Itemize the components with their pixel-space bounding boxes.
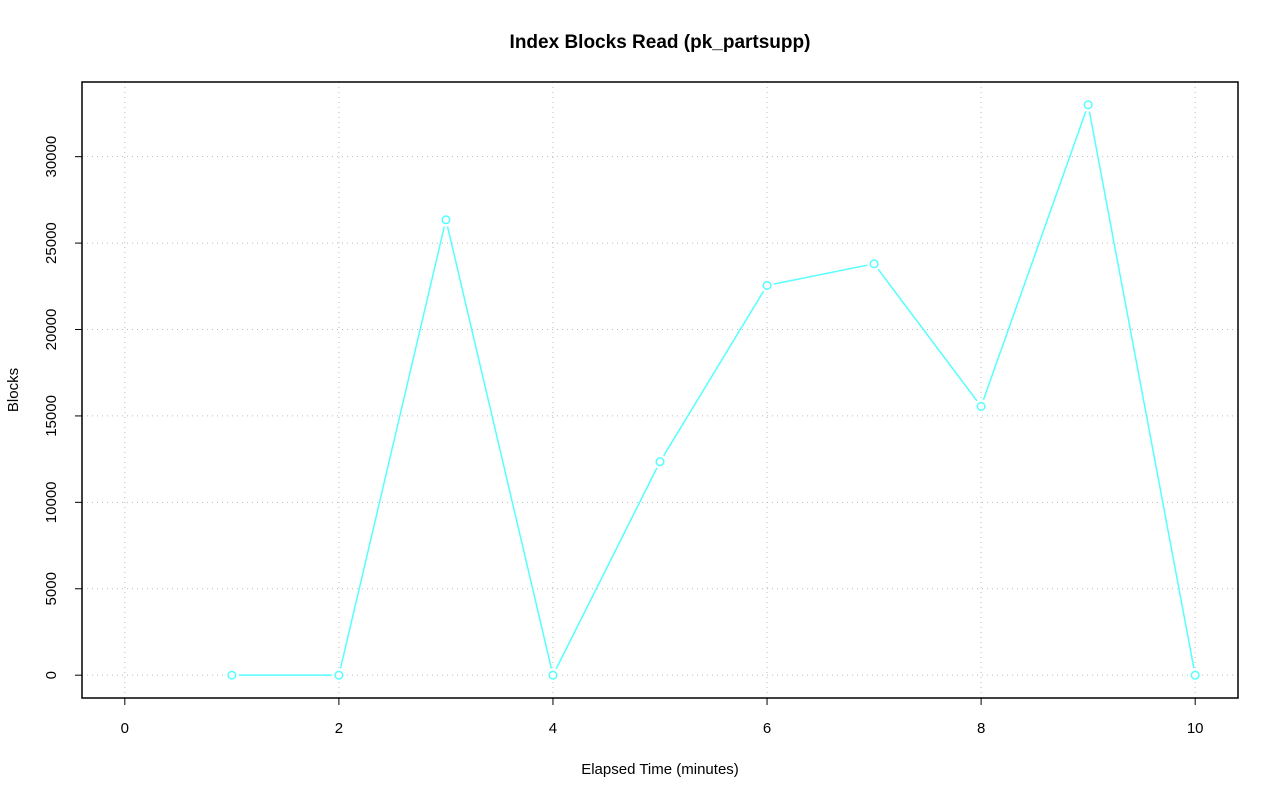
y-tick-label: 20000 (43, 309, 60, 351)
point-gap (331, 668, 346, 683)
point (1083, 100, 1093, 110)
chart-title: Index Blocks Read (pk_partsupp) (510, 32, 811, 53)
y-tick-label: 30000 (43, 136, 60, 178)
x-axis-label: Elapsed Time (minutes) (581, 761, 739, 778)
point-gap (545, 668, 560, 683)
point (548, 670, 558, 680)
x-tick-label: 10 (1187, 720, 1204, 737)
point-gap (438, 212, 453, 227)
point (334, 670, 344, 680)
x-tick-label: 2 (335, 720, 343, 737)
point-gap (653, 454, 667, 469)
y-tick-label: 15000 (43, 395, 60, 437)
point (655, 457, 665, 467)
x-tick-label: 4 (549, 720, 557, 737)
y-tick-label: 10000 (43, 481, 60, 523)
point-gap (974, 399, 989, 414)
point-gap (867, 256, 882, 271)
point (976, 401, 986, 411)
point-gap (1081, 97, 1096, 112)
point-gap (760, 278, 775, 293)
point (869, 259, 879, 269)
y-tick-label: 25000 (43, 222, 60, 264)
point (762, 280, 772, 290)
point (441, 215, 451, 225)
point-gap (1188, 668, 1203, 683)
point (1190, 670, 1200, 680)
point-gap (224, 668, 239, 683)
y-tick-label: 0 (43, 671, 60, 679)
series-line (231, 101, 1196, 678)
x-tick-label: 6 (763, 720, 771, 737)
y-tick-label: 5000 (43, 572, 60, 605)
point (227, 670, 237, 680)
x-tick-label: 0 (121, 720, 129, 737)
y-axis-label: Blocks (5, 368, 22, 412)
plot-frame (81, 81, 1239, 699)
x-tick-label: 8 (977, 720, 985, 737)
